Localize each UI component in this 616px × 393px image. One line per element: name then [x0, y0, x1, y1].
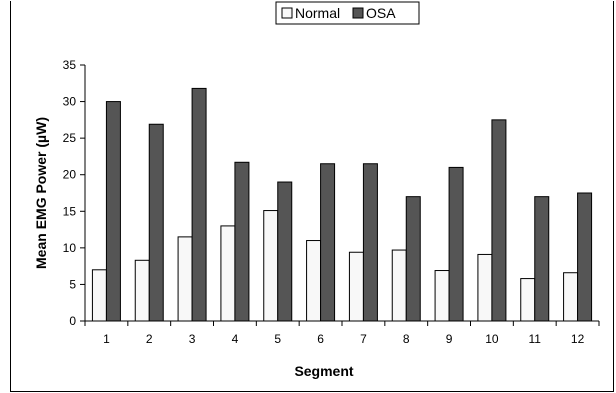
legend-label-normal: Normal: [295, 5, 340, 21]
x-tick-label: 5: [274, 332, 281, 346]
y-tick-label: 25: [63, 131, 77, 145]
bar-osa-1: [105, 101, 121, 322]
bar-normal-7: [348, 251, 364, 322]
y-tick-label: 20: [63, 168, 77, 182]
bar-osa-5: [277, 181, 293, 322]
x-axis: 1 2 3 4 5 6 7 8 9 10 11 12: [84, 320, 600, 346]
bar-osa-9: [448, 166, 464, 322]
bar-normal-6: [306, 240, 322, 322]
y-axis-label: Mean EMG Power (µW): [33, 117, 49, 269]
x-tick-label: 3: [189, 332, 196, 346]
bar-normal-3: [177, 236, 193, 322]
bar-osa-6: [320, 163, 336, 322]
x-tick-label: 7: [360, 332, 367, 346]
y-tick-label: 15: [63, 204, 77, 218]
x-tick-label: 9: [446, 332, 453, 346]
legend-swatch-osa: [352, 7, 364, 19]
x-tick-label: 8: [403, 332, 410, 346]
bar-normal-1: [91, 269, 107, 322]
x-tick-label: 10: [485, 332, 499, 346]
x-tick-label: 6: [317, 332, 324, 346]
x-tick-label: 12: [571, 332, 585, 346]
x-tick-label: 2: [146, 332, 153, 346]
bar-osa-12: [577, 192, 593, 322]
bar-osa-10: [491, 119, 507, 322]
bar-normal-9: [434, 270, 450, 322]
y-tick-label: 30: [63, 95, 77, 109]
y-tick-label: 35: [63, 58, 77, 72]
bars: [91, 87, 593, 322]
bar-osa-3: [191, 87, 207, 322]
bar-normal-11: [520, 278, 536, 322]
x-tick-label: 4: [232, 332, 239, 346]
y-tick-label: 10: [63, 241, 77, 255]
bar-normal-5: [263, 210, 279, 322]
legend-label-osa: OSA: [366, 5, 396, 21]
bar-osa-2: [148, 123, 164, 322]
x-axis-label: Segment: [294, 363, 353, 379]
y-tick-label: 5: [69, 277, 76, 291]
x-tick-label: 11: [529, 332, 542, 346]
legend: Normal OSA: [275, 1, 420, 25]
bar-normal-12: [563, 272, 579, 322]
bar-normal-10: [477, 253, 493, 322]
bar-osa-8: [405, 196, 421, 322]
y-axis: 0 5 10 15 20 25 30 35: [63, 58, 86, 328]
y-tick-label: 0: [69, 314, 76, 328]
bar-osa-4: [234, 161, 250, 322]
legend-swatch-normal: [281, 7, 293, 19]
x-tick-label: 1: [103, 332, 110, 346]
bar-normal-2: [134, 259, 150, 322]
bar-normal-4: [220, 225, 236, 322]
bar-osa-11: [534, 196, 550, 322]
bar-osa-7: [362, 163, 378, 322]
bar-normal-8: [391, 249, 407, 322]
legend-box: [275, 1, 420, 25]
